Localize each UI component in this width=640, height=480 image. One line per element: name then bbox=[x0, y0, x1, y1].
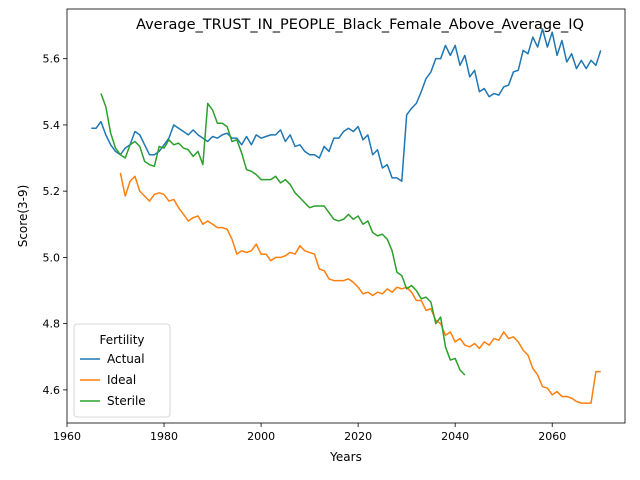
y-tick-label: 5.2 bbox=[43, 185, 61, 198]
x-tick-label: 1960 bbox=[53, 430, 81, 443]
x-tick-label: 2020 bbox=[344, 430, 372, 443]
chart-title: Average_TRUST_IN_PEOPLE_Black_Female_Abo… bbox=[136, 17, 584, 33]
legend-label-actual: Actual bbox=[107, 352, 145, 366]
x-tick-label: 2000 bbox=[247, 430, 275, 443]
legend-title: Fertility bbox=[99, 333, 144, 347]
x-axis-ticks: 1960 1980 2000 2020 2040 2060 bbox=[53, 423, 566, 443]
series-line-ideal bbox=[119, 172, 601, 404]
legend-label-ideal: Ideal bbox=[107, 373, 136, 387]
x-tick-label: 2040 bbox=[441, 430, 469, 443]
plot-frame bbox=[66, 8, 626, 424]
x-tick-label: 1980 bbox=[150, 430, 178, 443]
y-tick-label: 4.6 bbox=[43, 384, 61, 397]
series-line-sterile bbox=[100, 93, 466, 376]
series-line-actual bbox=[91, 28, 602, 182]
legend-box bbox=[73, 323, 171, 418]
y-axis-ticks: 4.6 4.8 5.0 5.2 5.4 5.6 bbox=[43, 53, 67, 397]
series-lines bbox=[91, 28, 602, 404]
y-tick-label: 5.0 bbox=[43, 251, 61, 264]
legend-label-sterile: Sterile bbox=[107, 394, 146, 408]
y-tick-label: 5.6 bbox=[43, 53, 61, 66]
legend-items: Actual Ideal Sterile bbox=[80, 352, 146, 408]
legend: Fertility Actual Ideal Sterile bbox=[73, 323, 171, 418]
x-tick-label: 2060 bbox=[538, 430, 566, 443]
x-axis-label: Years bbox=[329, 450, 362, 464]
y-tick-label: 5.4 bbox=[43, 119, 61, 132]
y-axis-label: Score(3-9) bbox=[16, 185, 30, 248]
y-tick-label: 4.8 bbox=[43, 318, 61, 331]
